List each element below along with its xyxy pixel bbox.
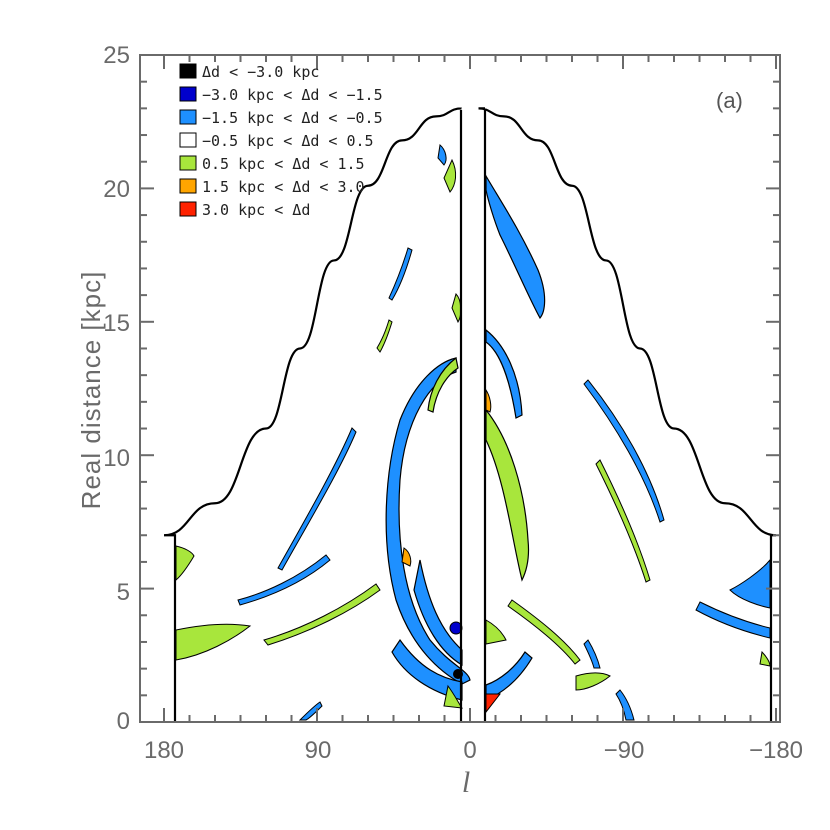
legend-item: 3.0 kpc < Δd — [179, 201, 310, 219]
x-axis-title: l — [462, 766, 470, 799]
legend: Δd < −3.0 kpc −3.0 kpc < Δd < −1.5 −1.5 … — [179, 63, 383, 219]
legend-swatch — [179, 201, 197, 217]
x-tick-label: 180 — [144, 737, 184, 764]
region-blue-left-streak-2 — [388, 247, 413, 301]
envelope-curve-right — [478, 107, 777, 722]
envelope-curve-left — [163, 107, 462, 722]
y-axis-title: Real distance [kpc] — [76, 271, 106, 510]
y-tick-label: 10 — [103, 445, 130, 472]
region-blue-right-streak — [583, 379, 665, 523]
region-green-right-lower-arc — [507, 599, 581, 665]
y-tick-label: 20 — [103, 176, 130, 203]
y-tick-label: 15 — [103, 310, 130, 337]
region-blue-right-edge-2 — [695, 601, 771, 639]
contour-regions — [175, 144, 771, 721]
legend-swatch — [179, 86, 197, 102]
region-green-left-center — [451, 293, 462, 324]
legend-item: 1.5 kpc < Δd < 3.0 — [179, 178, 365, 196]
region-blue-right-lower — [485, 651, 533, 701]
plot-frame — [139, 54, 781, 723]
region-green-right-bottom — [575, 672, 611, 691]
region-orange-left — [401, 547, 412, 567]
legend-label: −3.0 kpc < Δd < −1.5 — [202, 86, 383, 104]
region-blue-left-top — [437, 144, 447, 166]
axis-ticks — [140, 54, 780, 723]
legend-item: 0.5 kpc < Δd < 1.5 — [179, 155, 365, 173]
region-blue-right-low — [583, 639, 601, 669]
legend-label: −1.5 kpc < Δd < −0.5 — [202, 109, 383, 127]
y-tick-label: 25 — [103, 42, 130, 69]
region-blue-left-low-band — [237, 554, 331, 606]
legend-label: 1.5 kpc < Δd < 3.0 — [202, 178, 365, 196]
region-green-left-arc-low — [263, 583, 381, 646]
legend-item: Δd < −3.0 kpc — [179, 63, 319, 81]
x-tick-label: 90 — [305, 737, 332, 764]
legend-label: Δd < −3.0 kpc — [202, 63, 319, 81]
region-green-right-center — [485, 619, 507, 645]
region-green-left-edge-top — [175, 545, 195, 582]
y-tick-labels: 0 5 10 15 20 25 — [103, 42, 130, 735]
region-blue-right-bottom — [615, 689, 635, 721]
legend-swatch — [179, 132, 197, 148]
x-tick-label: −90 — [604, 737, 645, 764]
legend-swatch — [179, 155, 197, 171]
region-green-left-inner — [427, 356, 459, 413]
region-blue-right-arc — [485, 328, 523, 419]
region-green-left-mid — [376, 319, 393, 353]
region-blue-left-floor — [298, 701, 323, 721]
region-blue-left-streak-1 — [277, 427, 357, 571]
region-orange-right — [485, 388, 492, 413]
y-tick-label: 0 — [117, 708, 130, 735]
region-green-left-top — [443, 158, 457, 193]
legend-swatch — [179, 178, 197, 194]
legend-swatch — [179, 63, 197, 79]
legend-label: −0.5 kpc < Δd < 0.5 — [202, 132, 374, 150]
panel-label: (a) — [716, 88, 743, 113]
y-tick-label: 5 — [117, 579, 130, 606]
region-green-right-arc — [485, 408, 530, 582]
region-blue-right-edge — [729, 558, 771, 609]
legend-label: 3.0 kpc < Δd — [202, 201, 310, 219]
legend-item: −3.0 kpc < Δd < −1.5 — [179, 86, 383, 104]
legend-label: 0.5 kpc < Δd < 1.5 — [202, 155, 365, 173]
region-blue-right-upper — [485, 173, 546, 320]
legend-item: −1.5 kpc < Δd < −0.5 — [179, 109, 383, 127]
x-tick-label: −180 — [749, 737, 803, 764]
legend-item: −0.5 kpc < Δd < 0.5 — [179, 132, 374, 150]
region-green-right-edge — [759, 650, 771, 667]
x-tick-label: 0 — [463, 737, 476, 764]
x-tick-labels: 180 90 0 −90 −180 — [144, 737, 803, 764]
region-green-left-edge — [175, 623, 252, 661]
region-green-right-streak — [595, 459, 651, 583]
legend-swatch — [179, 109, 197, 125]
region-red-right — [485, 693, 502, 714]
